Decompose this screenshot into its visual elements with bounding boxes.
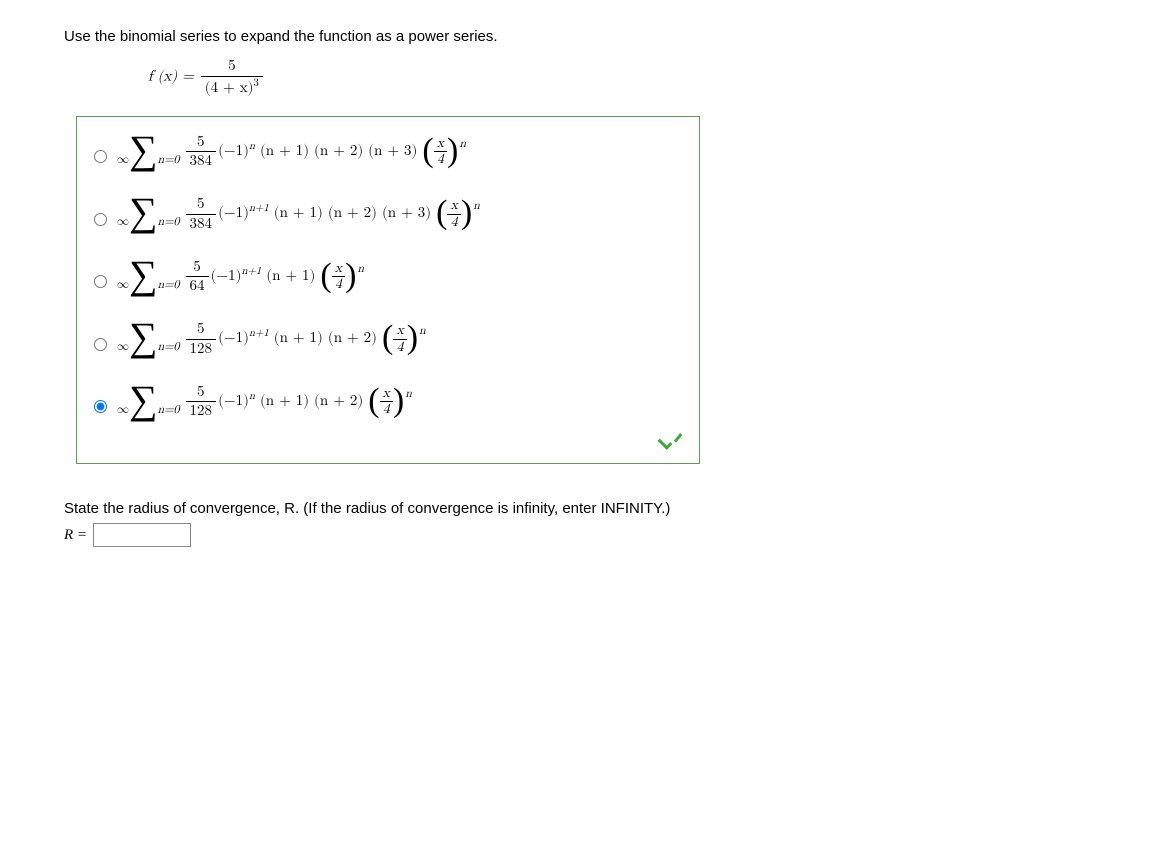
option-expr-opt1: ∞∑n=05384(−1)n (n + 1) (n + 2) (n + 3) (… xyxy=(117,133,458,172)
option-row-opt3: ∞∑n=0564(−1)n+1 (n + 1) (x4)n xyxy=(87,258,689,297)
function-lhs: f (x) = xyxy=(148,68,194,83)
feedback-row xyxy=(87,429,689,455)
answer-options-box: ∞∑n=05384(−1)n (n + 1) (n + 2) (n + 3) (… xyxy=(76,116,700,465)
radius-prompt: State the radius of convergence, R. (If … xyxy=(64,500,1120,517)
option-expr-opt5: ∞∑n=05128(−1)n (n + 1) (n + 2) (x4)n xyxy=(117,383,404,422)
radius-label: R = xyxy=(64,527,87,544)
prompt-part1: Use the binomial series to expand the fu… xyxy=(64,28,1120,45)
function-display: f (x) = 5 (4 + x)3 xyxy=(148,57,1120,98)
radius-answer-row: R = xyxy=(64,523,1120,547)
function-numerator: 5 xyxy=(201,57,263,77)
radio-opt4[interactable] xyxy=(94,338,107,351)
option-row-opt5: ∞∑n=05128(−1)n (n + 1) (n + 2) (x4)n xyxy=(87,383,689,422)
function-denominator: (4 + x)3 xyxy=(201,77,263,98)
radius-input[interactable] xyxy=(93,523,191,547)
option-expr-opt4: ∞∑n=05128(−1)n+1 (n + 1) (n + 2) (x4)n xyxy=(117,320,418,359)
option-row-opt2: ∞∑n=05384(−1)n+1 (n + 1) (n + 2) (n + 3)… xyxy=(87,195,689,234)
function-fraction: 5 (4 + x)3 xyxy=(201,57,263,98)
radio-opt3[interactable] xyxy=(94,275,107,288)
radio-opt2[interactable] xyxy=(94,213,107,226)
option-expr-opt3: ∞∑n=0564(−1)n+1 (n + 1) (x4)n xyxy=(117,258,356,297)
correct-check-icon xyxy=(659,429,679,447)
radio-opt1[interactable] xyxy=(94,150,107,163)
option-row-opt4: ∞∑n=05128(−1)n+1 (n + 1) (n + 2) (x4)n xyxy=(87,320,689,359)
option-expr-opt2: ∞∑n=05384(−1)n+1 (n + 1) (n + 2) (n + 3)… xyxy=(117,195,472,234)
radio-opt5[interactable] xyxy=(94,400,107,413)
option-row-opt1: ∞∑n=05384(−1)n (n + 1) (n + 2) (n + 3) (… xyxy=(87,133,689,172)
question-page: Use the binomial series to expand the fu… xyxy=(0,0,1156,575)
